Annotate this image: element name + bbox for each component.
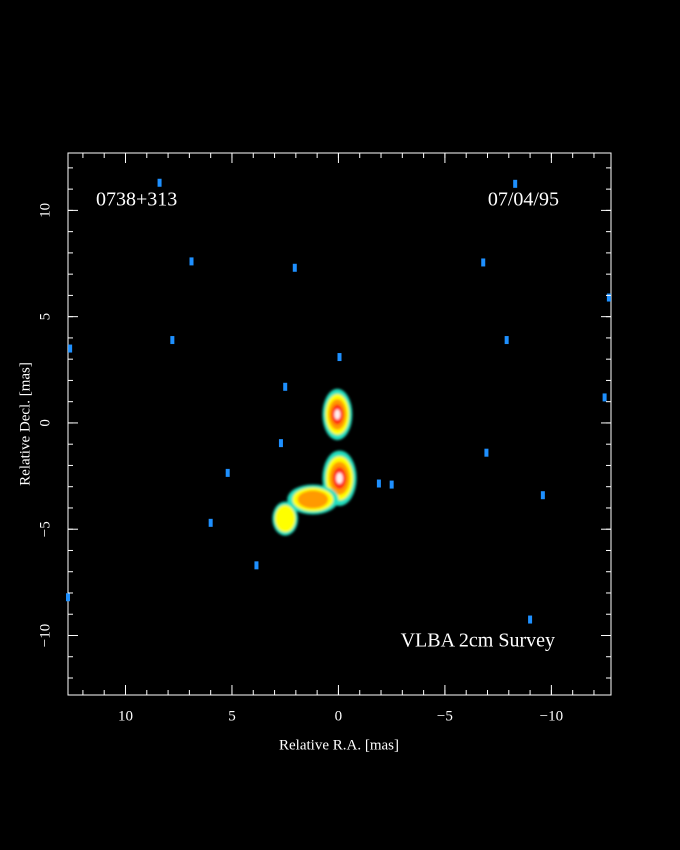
noise-speck <box>484 448 489 457</box>
noise-speck <box>170 336 175 345</box>
y-tick-label: 5 <box>37 313 53 321</box>
noise-speck <box>606 293 611 302</box>
noise-speck <box>208 518 213 527</box>
noise-speck <box>540 491 545 500</box>
date: 07/04/95 <box>488 189 559 211</box>
x-tick-label: −5 <box>437 708 453 724</box>
noise-speck <box>376 479 381 488</box>
x-tick-label: 0 <box>335 708 343 724</box>
x-tick-label: 10 <box>118 708 133 724</box>
component-level <box>334 409 341 420</box>
noise-speck <box>189 257 194 266</box>
y-tick-label: 10 <box>37 203 53 218</box>
x-tick-label: 5 <box>228 708 236 724</box>
x-axis-label: Relative R.A. [mas] <box>279 737 399 753</box>
plot-frame <box>67 152 612 696</box>
noise-speck <box>225 468 230 477</box>
noise-speck <box>481 258 486 267</box>
noise-speck <box>528 615 533 624</box>
noise-speck <box>292 263 297 272</box>
noise-speck <box>513 179 518 188</box>
emission <box>272 388 357 536</box>
noise-speck <box>283 382 288 391</box>
noise-speck <box>254 561 259 570</box>
noise-speck <box>157 178 162 187</box>
y-tick-label: −10 <box>37 624 53 647</box>
noise-speck <box>337 353 342 362</box>
noise-speck <box>389 480 394 489</box>
y-tick-label: 0 <box>37 419 53 427</box>
y-tick-label: −5 <box>37 521 53 537</box>
noise-speck <box>278 439 283 448</box>
source-name: 0738+313 <box>96 189 177 211</box>
component-level <box>297 490 329 509</box>
noise-speck <box>602 393 607 402</box>
x-tick-label: −10 <box>540 708 563 724</box>
noise-speck <box>504 336 509 345</box>
component-level <box>274 504 296 533</box>
y-axis-label: Relative Decl. [mas] <box>17 362 33 486</box>
survey-label: VLBA 2cm Survey <box>401 630 555 652</box>
component-level <box>336 472 343 484</box>
noise-speck <box>66 593 70 602</box>
noise-speck <box>68 344 73 353</box>
